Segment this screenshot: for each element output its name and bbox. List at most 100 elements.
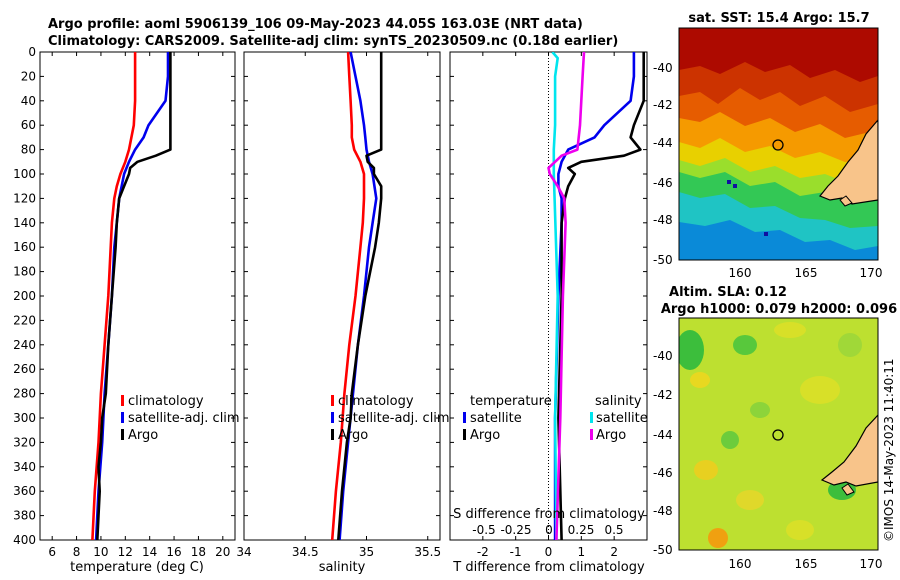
sla-xtick: 160 (729, 557, 752, 571)
salinity-xlabel: salinity (319, 560, 366, 575)
depth-tick-label: 100 (13, 167, 36, 181)
depth-tick-label: 200 (13, 289, 36, 303)
sla-map-field (679, 318, 878, 550)
legend-temperature-title: temperature (470, 394, 552, 409)
temperature-xtick-label: 6 (48, 545, 56, 559)
temperature-xlabel: temperature (deg C) (70, 560, 204, 575)
depth-tick-label: 220 (13, 313, 36, 327)
temperature-xtick-label: 14 (142, 545, 157, 559)
temperature-xtick-label: 16 (166, 545, 181, 559)
sst-ytick: -48 (653, 213, 673, 227)
legend-satellite: satellite-adj. clim (338, 411, 450, 426)
legend-climatology: climatology (338, 394, 414, 409)
depth-tick-label: 380 (13, 509, 36, 523)
sst-ytick: -44 (653, 136, 673, 150)
s-tick: -0.25 (500, 523, 531, 537)
depth-tick-label: 260 (13, 362, 36, 376)
sla-xtick: 170 (860, 557, 883, 571)
sst-map-frame (678, 27, 879, 261)
legend-swatch-s-argo (590, 429, 593, 440)
depth-tick-label: 80 (21, 143, 36, 157)
depth-tick-label: 360 (13, 484, 36, 498)
temperature-xtick-label: 10 (93, 545, 108, 559)
sst-xtick: 170 (860, 266, 883, 280)
depth-tick-label: 180 (13, 265, 36, 279)
salinity-line-2 (337, 52, 383, 540)
salinity-xtick-label: 34.5 (292, 545, 319, 559)
sst-ytick: -40 (653, 61, 673, 75)
figure-title-line1: Argo profile: aoml 5906139_106 09-May-20… (48, 17, 583, 32)
figure-title-line2: Climatology: CARS2009. Satellite-adj cli… (48, 34, 618, 49)
sla-map-title: Altim. SLA: 0.12 (669, 285, 787, 300)
depth-tick-label: 160 (13, 240, 36, 254)
legend-swatch-satellite (331, 412, 334, 423)
imos-credit: ©IMOS 14-May-2023 11:40:11 (882, 358, 896, 542)
depth-tick-label: 280 (13, 387, 36, 401)
depth-tick-label: 340 (13, 460, 36, 474)
legend-t-satellite: satellite (470, 411, 522, 426)
difference-xtick-label: 2 (610, 545, 618, 559)
temperature-line-0 (91, 52, 137, 540)
depth-tick-label: 400 (13, 533, 36, 547)
sst-map-field (679, 28, 878, 260)
profile-lines (91, 52, 646, 540)
legend-swatch-argo (331, 429, 334, 440)
temperature-xtick-label: 12 (118, 545, 133, 559)
s-difference-ticks: -0.5 -0.25 0 0.25 0.5 (472, 523, 623, 537)
legend-climatology: climatology (128, 394, 204, 409)
sst-xtick: 160 (729, 266, 752, 280)
legend-swatch-satellite (121, 412, 124, 423)
depth-tick-label: 0 (28, 45, 36, 59)
depth-tick-label: 40 (21, 94, 36, 108)
salinity-line-0 (330, 52, 366, 540)
difference-xtick-label: -2 (477, 545, 489, 559)
sla-argo-location-marker (772, 429, 784, 441)
temperature-xtick-label: 20 (215, 545, 230, 559)
legend-salinity-title: salinity (595, 394, 642, 409)
sla-ytick: -40 (653, 349, 673, 363)
depth-tick-label: 240 (13, 338, 36, 352)
diff-s-argo-line (547, 52, 586, 540)
legend-satellite: satellite-adj. clim (128, 411, 240, 426)
difference-xtick-label: 1 (578, 545, 586, 559)
salinity-xtick-label: 35.5 (414, 545, 441, 559)
difference-xlabel: T difference from climatology (452, 560, 645, 575)
temperature-xtick-label: 18 (191, 545, 206, 559)
diff-t-argo-line (557, 52, 646, 540)
temperature-panel (39, 51, 236, 541)
difference-xtick-label: -1 (510, 545, 522, 559)
s-tick: 0.25 (568, 523, 595, 537)
difference-xtick-label: 0 (545, 545, 553, 559)
legend-argo: Argo (128, 428, 158, 443)
s-tick: -0.5 (472, 523, 495, 537)
legend-swatch-argo (121, 429, 124, 440)
depth-tick-label: 320 (13, 435, 36, 449)
legend-swatch-s-satellite (590, 412, 593, 423)
legend-swatch-t-argo (463, 429, 466, 440)
sla-map-frame (678, 317, 879, 551)
diff-t-satellite-line (553, 52, 636, 540)
depth-tick-label: 300 (13, 411, 36, 425)
temperature-legend: climatology satellite-adj. clim Argo (121, 394, 240, 443)
sla-ytick: -46 (653, 466, 673, 480)
sla-ytick: -48 (653, 504, 673, 518)
sst-ytick: -46 (653, 176, 673, 190)
legend-swatch-climatology (331, 395, 334, 406)
salinity-panel (243, 51, 441, 541)
difference-legend: temperature satellite Argo salinity sate… (463, 394, 648, 443)
diff-s-satellite-line (551, 52, 560, 540)
depth-tick-label: 120 (13, 191, 36, 205)
sla-map-ticks: -40 -42 -44 -46 -48 -50 160 165 170 (653, 349, 882, 571)
salinity-xtick-label: 35 (359, 545, 374, 559)
legend-s-satellite: satellite (596, 411, 648, 426)
temperature-line-2 (96, 52, 172, 540)
salinity-xtick-label: 34 (236, 545, 251, 559)
sla-xtick: 165 (795, 557, 818, 571)
legend-swatch-climatology (121, 395, 124, 406)
sla-ytick: -44 (653, 428, 673, 442)
sst-ytick: -50 (653, 253, 673, 267)
temperature-xtick-label: 8 (73, 545, 81, 559)
s-tick: 0 (545, 523, 553, 537)
depth-tick-label: 60 (21, 118, 36, 132)
sst-map-ticks: -40 -42 -44 -46 -48 -50 160 165 170 (653, 61, 882, 280)
